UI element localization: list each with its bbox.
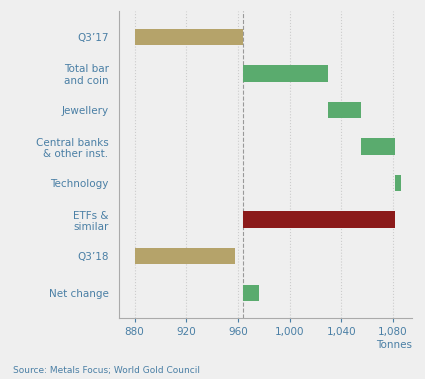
Bar (328, 102, 360, 118)
Bar (134, 29, 243, 45)
Bar (243, 65, 328, 82)
Bar (243, 285, 258, 301)
Bar (243, 211, 395, 228)
Bar (395, 175, 401, 191)
Text: Tonnes: Tonnes (376, 340, 412, 350)
Text: Source: Metals Focus; World Gold Council: Source: Metals Focus; World Gold Council (13, 366, 200, 375)
Bar (360, 138, 395, 155)
Bar (134, 248, 235, 265)
